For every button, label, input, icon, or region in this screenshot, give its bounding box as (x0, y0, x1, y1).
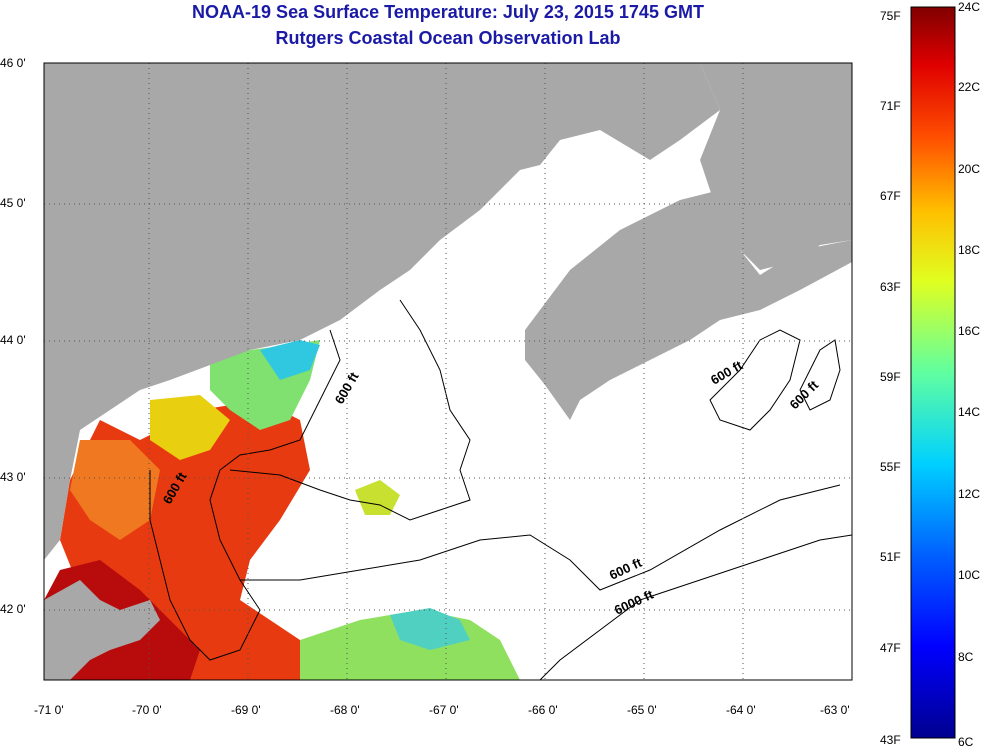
lon-tick-label: -63 0' (820, 703, 850, 717)
lat-tick-label: 43 0' (0, 470, 26, 484)
colorbar-c-label: 14C (958, 405, 981, 419)
bathymetry-contours (149, 299, 852, 680)
colorbar-c-label: 16C (958, 324, 981, 338)
sst-yellow-patch (150, 395, 230, 460)
colorbar-c-label: 8C (958, 650, 974, 664)
lon-tick-label: -66 0' (528, 703, 558, 717)
sst-south-green-patch (300, 610, 520, 680)
colorbar-c-label: 18C (958, 243, 981, 257)
land-mainland (44, 63, 720, 560)
colorbar-c-label: 20C (958, 162, 981, 176)
sst-cyan-patch (260, 340, 320, 380)
colorbar-c-label: 22C (958, 80, 981, 94)
colorbar-f-label: 51F (880, 550, 901, 564)
lat-tick-label: 46 0' (0, 56, 26, 70)
colorbar-f-label: 59F (880, 370, 901, 384)
colorbar-f-label: 63F (880, 280, 901, 294)
colorbar-f-label: 43F (880, 733, 901, 747)
lon-tick-label: -68 0' (330, 703, 360, 717)
lat-tick-label: 42 0' (0, 602, 26, 616)
lon-tick-label: -67 0' (429, 703, 459, 717)
sst-south-cyan-patch (390, 608, 470, 650)
land-new-brunswick (700, 63, 852, 270)
contour-600ft-east-b (799, 339, 841, 411)
lon-tick-label: -64 0' (726, 703, 756, 717)
colorbar-f-label: 55F (880, 460, 901, 474)
sst-mid-yellow-patch (355, 480, 400, 515)
colorbar (910, 6, 956, 739)
lon-tick-label: -71 0' (34, 703, 64, 717)
contour-600ft-west (149, 329, 341, 661)
land-nova-scotia (525, 190, 852, 420)
colorbar-c-label: 24C (958, 0, 981, 14)
map-title: NOAA-19 Sea Surface Temperature: July 23… (192, 2, 704, 22)
land-cape-cod (44, 580, 160, 680)
lon-tick-label: -65 0' (627, 703, 657, 717)
contour-600ft-east-a (709, 329, 801, 431)
colorbar-c-label: 6C (958, 735, 974, 749)
map-frame (43, 62, 853, 681)
contour-600ft-south (240, 484, 841, 591)
colorbar-f-label: 75F (880, 9, 901, 23)
colorbar-f-label: 47F (880, 641, 901, 655)
colorbar-c-label: 10C (958, 568, 981, 582)
lon-tick-label: -69 0' (231, 703, 261, 717)
contour-6000ft (539, 534, 852, 680)
lat-tick-label: 44 0' (0, 333, 26, 347)
colorbar-f-label: 71F (880, 99, 901, 113)
map-subtitle: Rutgers Coastal Ocean Observation Lab (275, 28, 621, 48)
colorbar-c-label: 12C (958, 487, 981, 501)
colorbar-f-label: 67F (880, 189, 901, 203)
land (44, 63, 852, 680)
sst-patches (44, 63, 840, 680)
contour-600ft-central (229, 299, 471, 521)
sst-orange-patch (70, 440, 160, 540)
lat-tick-label: 45 0' (0, 196, 26, 210)
lon-tick-label: -70 0' (132, 703, 162, 717)
